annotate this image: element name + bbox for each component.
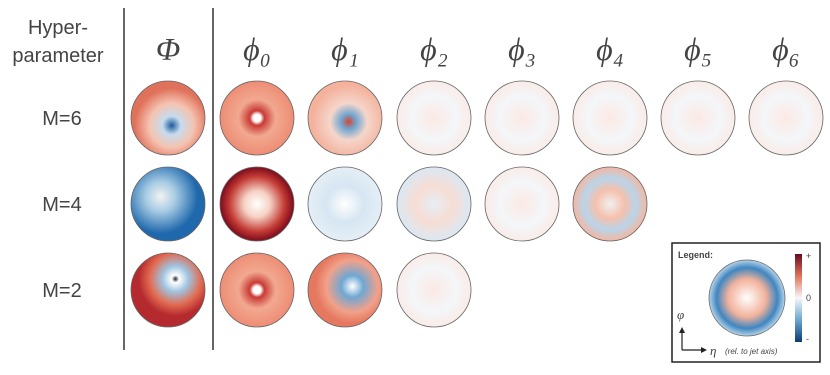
heatmap-disc bbox=[484, 80, 560, 156]
column-header: ϕ₆ bbox=[772, 31, 800, 67]
heatmap-disc bbox=[484, 166, 560, 242]
axis-label: η bbox=[710, 343, 716, 358]
heatmap-disc bbox=[130, 80, 206, 156]
legend-title: Legend: bbox=[678, 250, 713, 260]
row-label: M=6 bbox=[42, 108, 81, 130]
heatmap-disc bbox=[130, 166, 206, 242]
heatmap-disc bbox=[307, 166, 383, 242]
colorbar-label: 0 bbox=[806, 293, 811, 303]
heatmap-disc bbox=[396, 80, 472, 156]
row-label: M=4 bbox=[42, 194, 81, 216]
column-header: ϕ₃ bbox=[508, 31, 536, 67]
heatmap-disc bbox=[572, 166, 648, 242]
colorbar-label: + bbox=[806, 251, 811, 261]
column-header: ϕ₄ bbox=[596, 31, 624, 67]
colorbar bbox=[795, 254, 802, 342]
heatmap-disc bbox=[219, 80, 295, 156]
heatmap-disc bbox=[130, 252, 206, 328]
legend-sample bbox=[708, 259, 786, 337]
heatmap-disc bbox=[572, 80, 648, 156]
corner-label: Hyper- bbox=[28, 17, 88, 39]
colorbar-label: - bbox=[806, 334, 809, 344]
axis-label: φ bbox=[677, 307, 684, 322]
heatmap-disc bbox=[219, 166, 295, 242]
heatmap-disc bbox=[396, 166, 472, 242]
heatmap-disc bbox=[307, 252, 383, 328]
legend: Legend: + 0 - φ η (rel. to jet axis) bbox=[671, 242, 821, 363]
column-header: Φ bbox=[156, 31, 180, 67]
arrow-head bbox=[679, 327, 707, 353]
heatmap-disc bbox=[219, 252, 295, 328]
heatmap-disc bbox=[660, 80, 736, 156]
column-header: ϕ₁ bbox=[331, 31, 359, 67]
row-label: M=2 bbox=[42, 280, 81, 302]
column-header: ϕ₅ bbox=[684, 31, 712, 67]
axes-arrow bbox=[681, 330, 704, 351]
corner-label: parameter bbox=[12, 45, 103, 67]
heatmap-disc bbox=[748, 80, 824, 156]
axis-note: (rel. to jet axis) bbox=[725, 347, 778, 356]
column-header: ϕ₀ bbox=[243, 31, 271, 67]
heatmap-disc bbox=[396, 252, 472, 328]
column-header: ϕ₂ bbox=[420, 31, 448, 67]
heatmap-disc bbox=[307, 80, 383, 156]
